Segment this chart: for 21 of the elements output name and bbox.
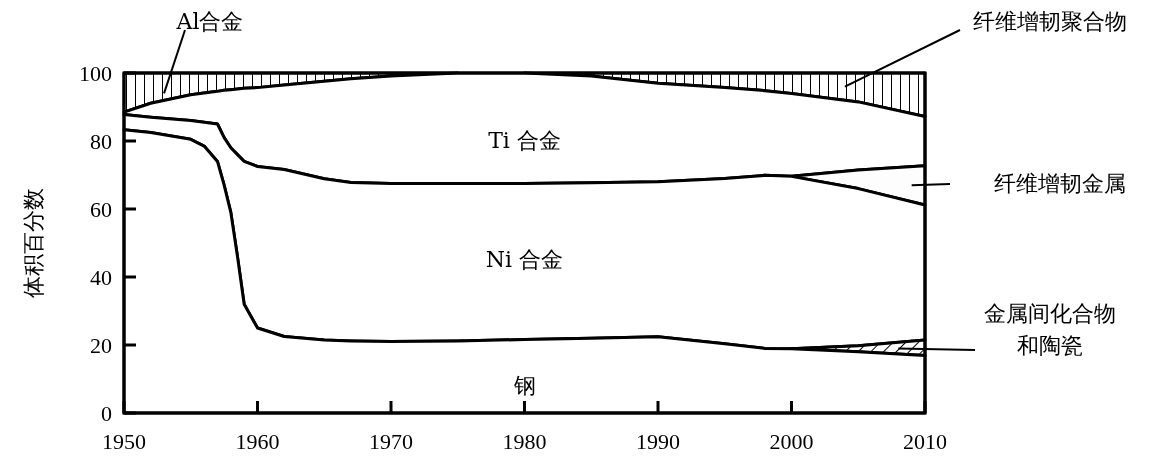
x-tick-label: 1990 [636, 429, 680, 454]
y-axis-title: 体积百分数 [20, 188, 48, 298]
x-tick-label: 1980 [502, 429, 547, 454]
x-tick-label: 1950 [102, 429, 146, 454]
y-tick-label: 0 [101, 401, 112, 426]
x-tick-label: 1970 [369, 429, 413, 454]
series-label: Al合金 [176, 8, 244, 37]
legend-label: 纤维增韧金属 [994, 170, 1126, 199]
x-tick-label: 2010 [903, 429, 947, 454]
text: 纤维增韧聚合物 [973, 8, 1127, 37]
y-tick-label: 100 [79, 61, 112, 86]
series-label: 钢 [513, 371, 536, 400]
y-tick-label: 20 [90, 333, 112, 358]
y-tick-label: 80 [90, 129, 112, 154]
series-label: Ti 合金 [488, 127, 561, 156]
x-tick-label: 1960 [235, 429, 280, 454]
x-tick-label: 2000 [769, 429, 814, 454]
y-tick-label: 40 [90, 265, 112, 290]
series-label: Ni 合金 [485, 246, 564, 275]
y-tick-label: 60 [90, 197, 112, 222]
text: 金属间化合物和陶瓷 [983, 300, 1117, 360]
